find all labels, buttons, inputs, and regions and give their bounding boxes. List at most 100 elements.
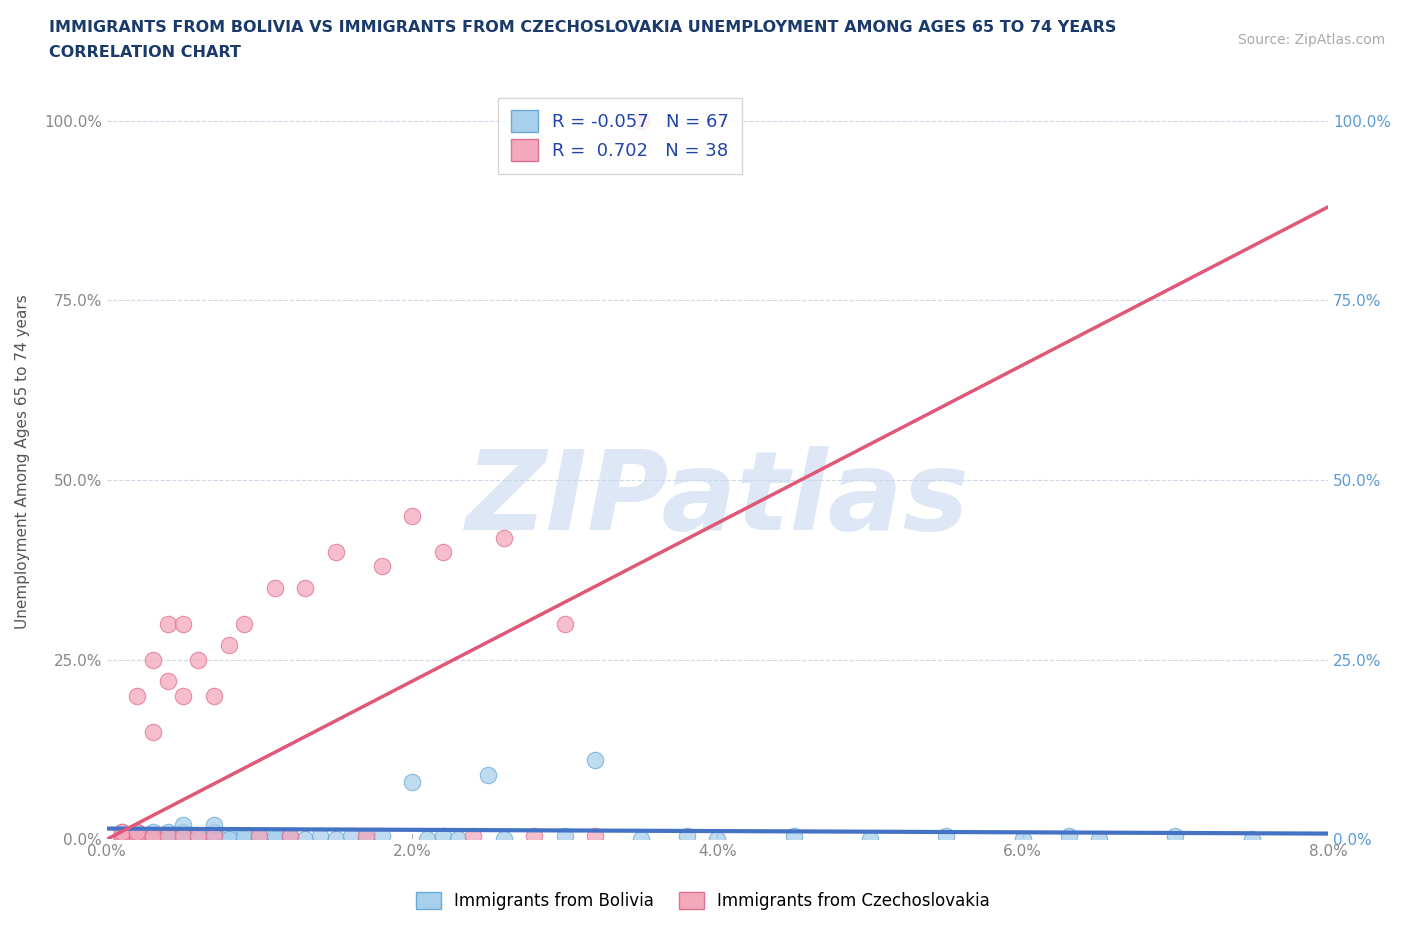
Point — [111, 829, 134, 844]
Point — [142, 832, 165, 847]
Point — [432, 544, 454, 559]
Point — [630, 832, 652, 847]
Point — [127, 832, 149, 847]
Point — [127, 832, 149, 847]
Point — [630, 113, 652, 128]
Point — [156, 832, 179, 847]
Point — [935, 829, 957, 844]
Point — [172, 829, 194, 844]
Legend: R = -0.057   N = 67, R =  0.702   N = 38: R = -0.057 N = 67, R = 0.702 N = 38 — [498, 98, 741, 174]
Point — [447, 832, 470, 847]
Point — [142, 829, 165, 844]
Point — [583, 753, 606, 768]
Point — [202, 825, 225, 840]
Point — [172, 829, 194, 844]
Point — [172, 832, 194, 847]
Point — [294, 832, 316, 847]
Point — [156, 617, 179, 631]
Point — [1164, 829, 1187, 844]
Point — [233, 617, 256, 631]
Point — [249, 829, 271, 844]
Point — [172, 617, 194, 631]
Point — [370, 559, 392, 574]
Point — [706, 832, 728, 847]
Point — [477, 767, 499, 782]
Point — [142, 832, 165, 847]
Point — [583, 829, 606, 844]
Point — [187, 832, 209, 847]
Point — [278, 832, 301, 847]
Point — [370, 829, 392, 844]
Point — [356, 832, 378, 847]
Point — [1088, 832, 1111, 847]
Point — [416, 832, 439, 847]
Point — [218, 832, 240, 847]
Point — [554, 617, 576, 631]
Y-axis label: Unemployment Among Ages 65 to 74 years: Unemployment Among Ages 65 to 74 years — [15, 295, 30, 630]
Point — [1240, 832, 1263, 847]
Legend: Immigrants from Bolivia, Immigrants from Czechoslovakia: Immigrants from Bolivia, Immigrants from… — [409, 885, 997, 917]
Point — [401, 509, 423, 524]
Point — [294, 580, 316, 595]
Point — [111, 825, 134, 840]
Point — [142, 829, 165, 844]
Point — [263, 832, 285, 847]
Point — [127, 825, 149, 840]
Point — [218, 638, 240, 653]
Point — [202, 832, 225, 847]
Point — [111, 825, 134, 840]
Point — [492, 832, 515, 847]
Point — [233, 832, 256, 847]
Text: ZIPatlas: ZIPatlas — [465, 446, 969, 553]
Point — [401, 775, 423, 790]
Point — [172, 832, 194, 847]
Point — [142, 652, 165, 667]
Point — [142, 825, 165, 840]
Point — [156, 832, 179, 847]
Point — [1011, 832, 1033, 847]
Point — [127, 825, 149, 840]
Point — [432, 829, 454, 844]
Point — [156, 829, 179, 844]
Point — [172, 825, 194, 840]
Point — [156, 674, 179, 689]
Point — [202, 688, 225, 703]
Point — [187, 829, 209, 844]
Point — [187, 832, 209, 847]
Point — [142, 832, 165, 847]
Point — [309, 829, 332, 844]
Point — [325, 832, 347, 847]
Point — [1057, 829, 1080, 844]
Point — [676, 829, 699, 844]
Point — [218, 829, 240, 844]
Point — [249, 829, 271, 844]
Point — [187, 829, 209, 844]
Point — [325, 544, 347, 559]
Point — [127, 829, 149, 844]
Text: Source: ZipAtlas.com: Source: ZipAtlas.com — [1237, 33, 1385, 46]
Point — [463, 829, 485, 844]
Point — [142, 724, 165, 739]
Point — [263, 580, 285, 595]
Point — [233, 829, 256, 844]
Point — [142, 829, 165, 844]
Text: CORRELATION CHART: CORRELATION CHART — [49, 45, 240, 60]
Point — [523, 829, 546, 844]
Point — [172, 688, 194, 703]
Point — [187, 652, 209, 667]
Point — [356, 829, 378, 844]
Point — [172, 829, 194, 844]
Text: IMMIGRANTS FROM BOLIVIA VS IMMIGRANTS FROM CZECHOSLOVAKIA UNEMPLOYMENT AMONG AGE: IMMIGRANTS FROM BOLIVIA VS IMMIGRANTS FR… — [49, 20, 1116, 35]
Point — [492, 530, 515, 545]
Point — [156, 829, 179, 844]
Point — [340, 829, 363, 844]
Point — [783, 829, 806, 844]
Point — [127, 688, 149, 703]
Point — [202, 829, 225, 844]
Point — [202, 829, 225, 844]
Point — [859, 832, 882, 847]
Point — [202, 817, 225, 832]
Point — [111, 832, 134, 847]
Point — [172, 817, 194, 832]
Point — [127, 832, 149, 847]
